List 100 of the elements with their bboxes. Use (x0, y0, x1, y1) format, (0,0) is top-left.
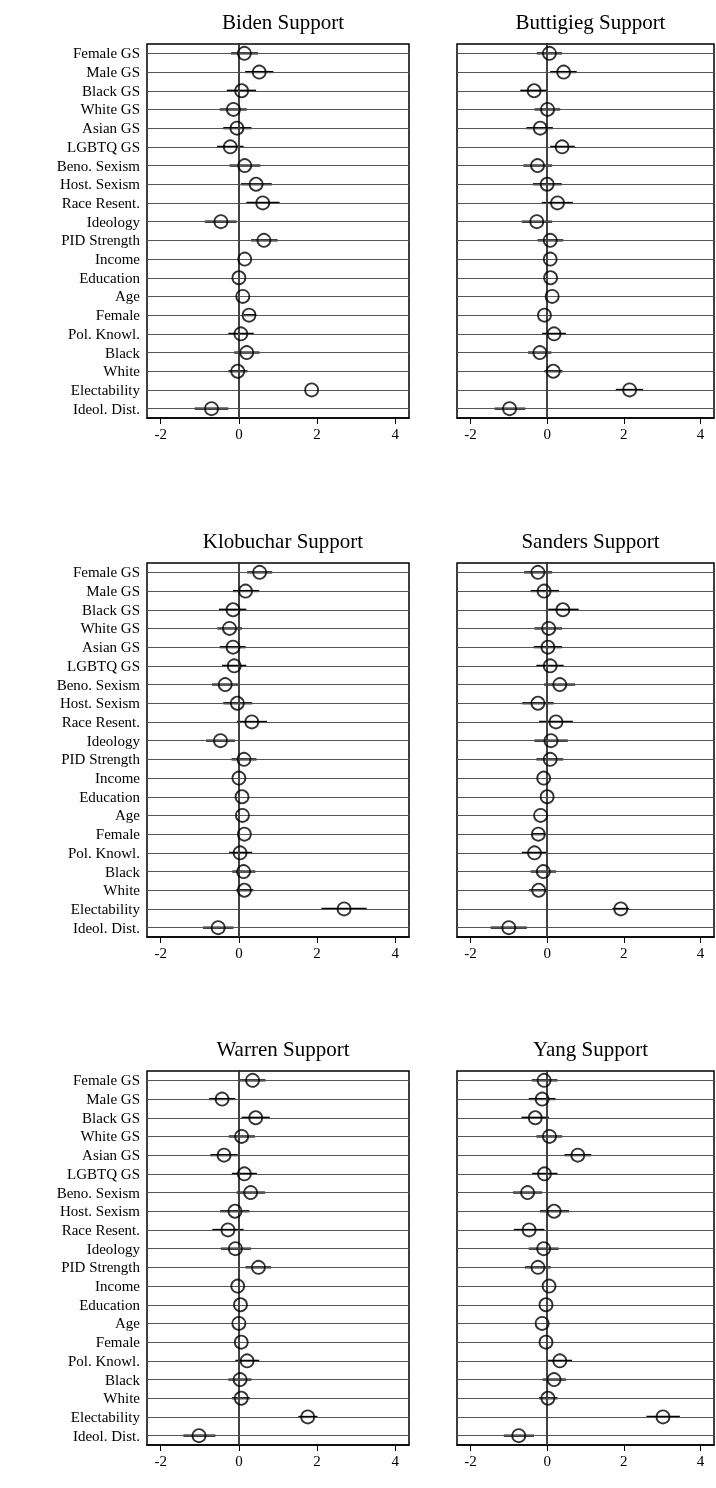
point (554, 139, 570, 155)
y-tick-label: Race Resent. (61, 713, 140, 730)
point (544, 289, 560, 304)
point (243, 1185, 259, 1200)
point (550, 195, 565, 211)
point (233, 1390, 249, 1406)
y-tick-label: Female GS (72, 1072, 140, 1089)
y-tick-label: Beno. Sexism (56, 1184, 141, 1201)
point (227, 1203, 243, 1219)
y-tick-label: White (103, 363, 141, 380)
point (539, 176, 555, 192)
y-tick-label: Black GS (82, 601, 140, 618)
point (248, 1110, 264, 1126)
point (244, 714, 260, 730)
point (546, 1372, 562, 1387)
x-tick-label: -2 (154, 944, 167, 961)
y-tick-label: Electability (70, 900, 141, 917)
x-tick-label: -2 (464, 1452, 477, 1469)
x-tick-label: 0 (235, 944, 243, 961)
point (234, 1129, 250, 1144)
point (237, 251, 253, 267)
point (231, 1316, 247, 1331)
point (304, 382, 320, 398)
point (501, 920, 517, 936)
point (210, 920, 226, 936)
point (252, 564, 268, 580)
y-tick-label: Asian GS (82, 1147, 140, 1164)
y-tick-label: Ideology (86, 213, 141, 230)
point (542, 751, 558, 767)
x-tick-label: 2 (313, 944, 321, 961)
point (536, 583, 552, 599)
point (613, 901, 629, 917)
point (546, 1203, 562, 1219)
point (225, 602, 241, 618)
point (236, 826, 252, 842)
point (530, 158, 545, 173)
point (556, 64, 572, 80)
point (226, 658, 242, 674)
point (237, 158, 253, 173)
y-tick-label: Black GS (82, 82, 140, 99)
point (248, 176, 264, 192)
point (536, 1241, 552, 1257)
x-tick-label: 4 (391, 1452, 400, 1469)
chart-title: Sanders Support (521, 528, 660, 553)
x-tick-label: -2 (464, 425, 477, 442)
point (216, 1147, 232, 1163)
point (534, 1316, 550, 1331)
point (534, 1091, 550, 1107)
point (542, 251, 558, 267)
point (229, 695, 245, 711)
y-tick-label: Age (115, 807, 141, 824)
point (538, 1297, 554, 1313)
point (222, 621, 237, 636)
point (546, 326, 562, 342)
y-tick-label: Ideol. Dist. (72, 919, 140, 936)
y-tick-label: LGBTQ GS (67, 138, 140, 155)
point (521, 1222, 537, 1238)
y-tick-label: Female GS (72, 45, 140, 62)
point (232, 845, 248, 861)
point (230, 363, 246, 379)
point (511, 1428, 527, 1444)
point (539, 789, 555, 805)
y-tick-label: Host. Sexism (59, 695, 141, 712)
y-tick-label: Electability (70, 1408, 141, 1425)
point (231, 770, 247, 786)
point (226, 102, 241, 117)
point (542, 1129, 557, 1144)
point (531, 882, 547, 898)
point (530, 695, 546, 711)
y-tick-label: Black (105, 344, 141, 361)
point (548, 714, 564, 730)
x-tick-label: 4 (391, 944, 400, 961)
point (540, 1390, 556, 1406)
point (570, 1147, 586, 1163)
x-tick-label: -2 (154, 1452, 167, 1469)
x-tick-label: 2 (313, 1452, 321, 1469)
point (542, 45, 557, 61)
point (236, 45, 252, 61)
y-tick-label: Male GS (86, 1091, 140, 1108)
y-tick-label: Age (115, 1315, 141, 1332)
y-tick-label: Electability (70, 381, 141, 398)
y-tick-label: Beno. Sexism (56, 157, 141, 174)
x-tick-label: -2 (464, 944, 477, 961)
point (336, 901, 352, 917)
point (527, 845, 542, 861)
y-tick-label: Pol. Knowl. (67, 325, 140, 342)
y-tick-label: PID Strength (61, 751, 141, 768)
point (552, 1353, 568, 1369)
point (545, 363, 561, 379)
point (530, 1259, 546, 1275)
point (229, 120, 245, 136)
y-tick-label: Education (79, 269, 141, 286)
point (256, 232, 272, 248)
point (536, 770, 552, 786)
point (530, 564, 546, 580)
y-tick-label: White GS (80, 1128, 140, 1145)
x-tick-label: 2 (313, 425, 321, 442)
point (236, 1166, 252, 1182)
x-tick-label: 4 (696, 1452, 705, 1469)
point (213, 733, 228, 749)
